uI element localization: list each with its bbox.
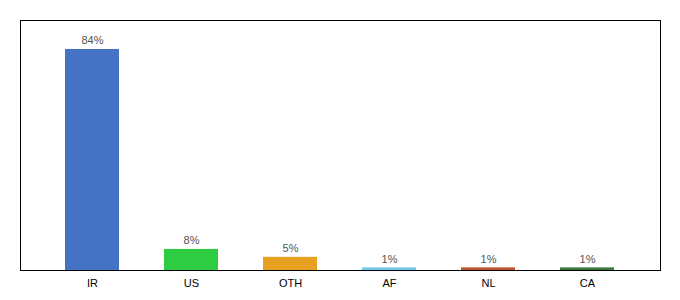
svg-text:AF: AF (382, 277, 396, 289)
svg-text:1%: 1% (382, 253, 398, 265)
svg-text:US: US (184, 277, 199, 289)
svg-text:84%: 84% (81, 34, 103, 46)
svg-text:1%: 1% (481, 253, 497, 265)
svg-text:IR: IR (87, 277, 98, 289)
svg-text:OTH: OTH (279, 277, 302, 289)
svg-text:CA: CA (580, 277, 596, 289)
svg-text:NL: NL (481, 277, 495, 289)
svg-text:1%: 1% (580, 253, 596, 265)
svg-text:8%: 8% (184, 234, 200, 246)
svg-text:5%: 5% (283, 242, 299, 254)
